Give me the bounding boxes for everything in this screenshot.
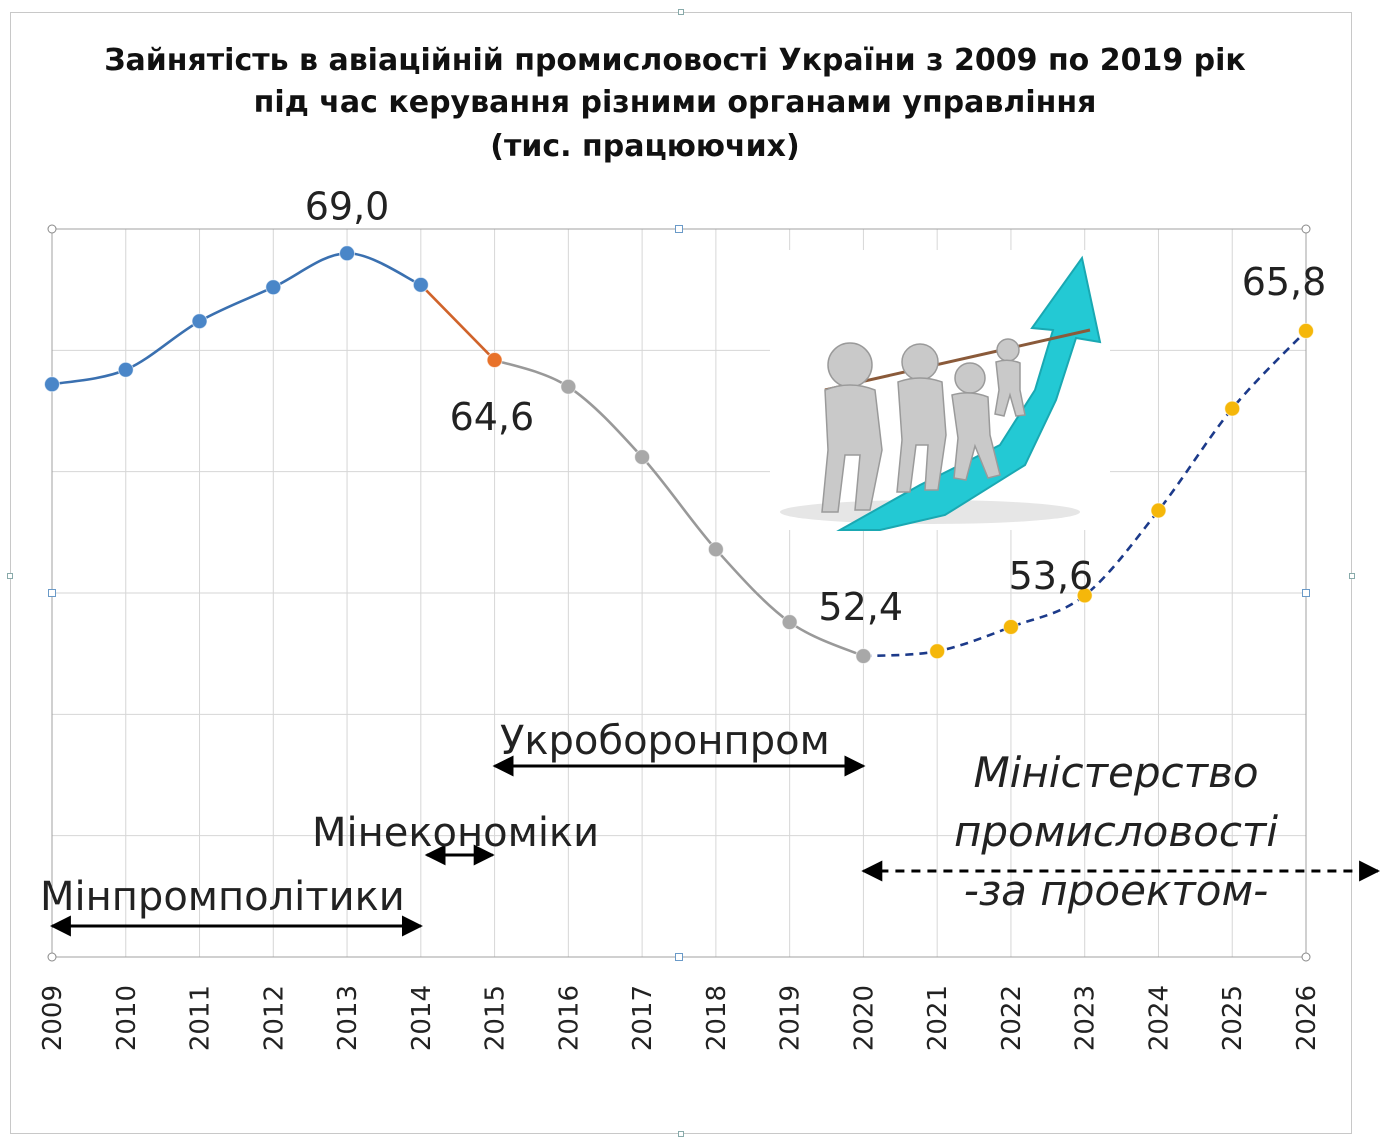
series-line <box>419 283 496 361</box>
series-line <box>51 251 422 386</box>
plot-handles <box>47 224 1311 962</box>
data-point[interactable] <box>412 276 429 293</box>
period-label: промисловості <box>954 807 1278 856</box>
resize-handle-left[interactable] <box>7 573 13 579</box>
x-tick-label: 2025 <box>1218 985 1248 1051</box>
period-annotations: Мінпромполітики Мінекономіки Укроборонпром… <box>40 718 1381 937</box>
x-tick-label: 2013 <box>333 985 363 1051</box>
x-tick-label: 2026 <box>1292 985 1322 1051</box>
x-tick-label: 2011 <box>186 985 216 1051</box>
plot-corner-handle[interactable] <box>1301 952 1311 962</box>
title-line-2: під час керування різними органами управ… <box>253 85 1097 120</box>
data-label: 53,6 <box>1009 554 1094 598</box>
data-point[interactable] <box>1298 322 1314 339</box>
data-labels: 69,0 64,6 52,4 53,6 65,8 <box>305 184 1327 629</box>
x-tick-label: 2009 <box>38 985 68 1051</box>
data-point[interactable] <box>1076 587 1093 604</box>
data-point[interactable] <box>560 378 577 395</box>
resize-handle-top[interactable] <box>678 9 684 15</box>
x-tick-label: 2019 <box>776 985 806 1051</box>
period-label: Міністерство <box>973 748 1258 797</box>
x-tick-label: 2021 <box>923 985 953 1051</box>
data-point[interactable] <box>707 541 724 558</box>
data-point[interactable] <box>1002 618 1019 635</box>
plot-corner-handle[interactable] <box>47 952 57 962</box>
data-label: 64,6 <box>450 395 535 439</box>
period-label: Мінекономіки <box>312 810 599 856</box>
points-layer <box>44 245 1314 665</box>
series-layer <box>51 251 1307 658</box>
plot-side-handle[interactable] <box>675 953 683 961</box>
x-tick-label: 2016 <box>554 985 584 1051</box>
period-label: Укроборонпром <box>500 718 830 764</box>
resize-handle-bottom[interactable] <box>678 1131 684 1137</box>
data-label: 52,4 <box>818 585 903 629</box>
data-label: 65,8 <box>1242 260 1327 304</box>
plot-side-handle[interactable] <box>1302 589 1310 597</box>
resize-handle-right[interactable] <box>1349 573 1355 579</box>
x-tick-label: 2024 <box>1144 985 1174 1051</box>
plot-corner-handle[interactable] <box>47 224 57 234</box>
chart-title: Зайнятість в авіаційній промисловості Ук… <box>20 40 1330 124</box>
data-point[interactable] <box>1224 400 1241 417</box>
x-tick-label: 2017 <box>628 985 658 1051</box>
data-point[interactable] <box>634 449 651 466</box>
team-pulling-rope-up-arrow-illustration-icon <box>770 250 1110 531</box>
x-tick-label: 2012 <box>259 985 289 1051</box>
plot-corner-handle[interactable] <box>1301 224 1311 234</box>
x-axis-tick-labels: 2009 2010 2011 2012 2013 2014 2015 2016 2017 2018… <box>38 985 1322 1051</box>
plot-side-handle[interactable] <box>48 589 56 597</box>
data-point[interactable] <box>486 352 503 369</box>
data-point[interactable] <box>44 376 60 393</box>
data-point[interactable] <box>1150 502 1167 519</box>
x-tick-label: 2014 <box>407 985 437 1051</box>
data-point[interactable] <box>265 279 282 296</box>
chart-subtitle: (тис. працюючих) <box>490 129 800 164</box>
data-point[interactable] <box>929 643 946 660</box>
period-label: Мінпромполітики <box>40 874 405 920</box>
chart-frame <box>7 9 1355 1137</box>
data-point[interactable] <box>339 245 356 262</box>
x-tick-label: 2015 <box>481 985 511 1051</box>
plot-side-handle[interactable] <box>675 225 683 233</box>
x-tick-label: 2020 <box>849 985 879 1051</box>
data-point[interactable] <box>191 313 208 330</box>
data-label: 69,0 <box>305 184 390 228</box>
period-label: -за проектом- <box>964 866 1269 915</box>
data-point[interactable] <box>117 361 134 378</box>
data-point[interactable] <box>781 614 798 631</box>
x-tick-label: 2018 <box>702 985 732 1051</box>
title-line-1: Зайнятість в авіаційній промисловості Ук… <box>104 43 1246 78</box>
x-tick-label: 2022 <box>997 985 1027 1051</box>
data-point[interactable] <box>855 648 872 665</box>
x-tick-label: 2023 <box>1071 985 1101 1051</box>
x-tick-label: 2010 <box>112 985 142 1051</box>
